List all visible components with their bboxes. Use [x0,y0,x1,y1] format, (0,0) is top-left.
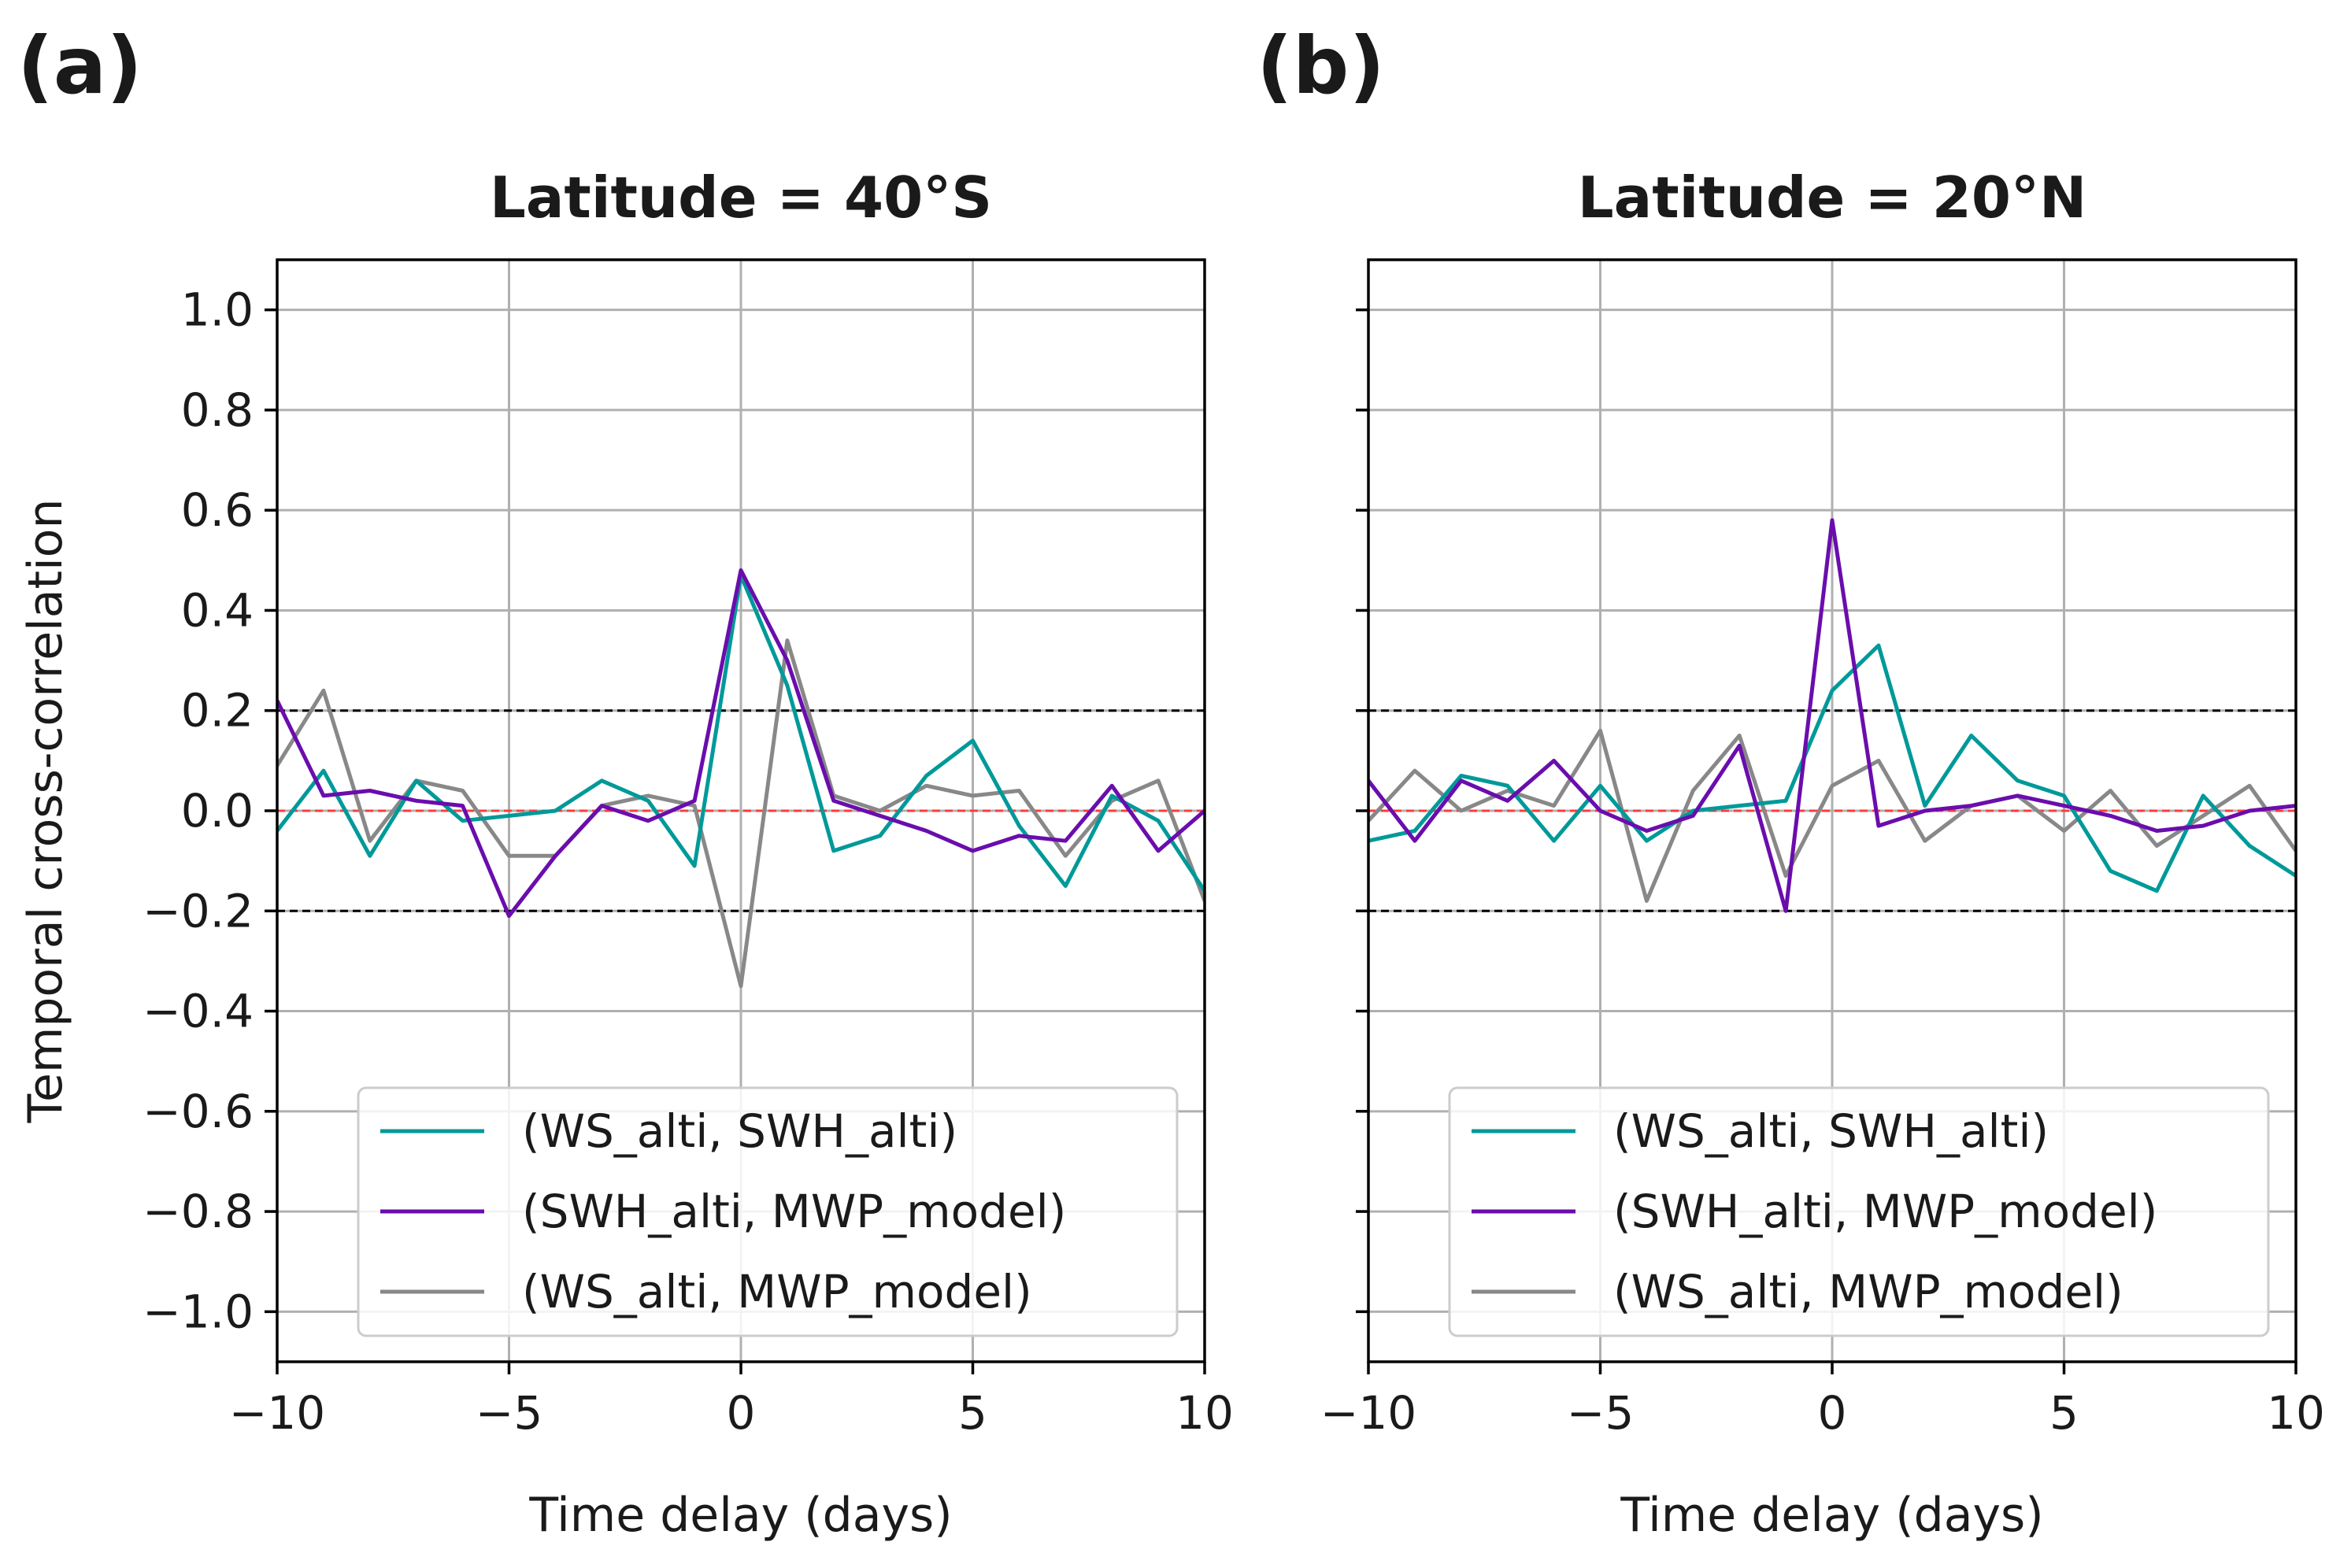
y-axis-label: Temporal cross-correlation [18,499,73,1124]
x-tick-label: 0 [1818,1386,1847,1440]
panel-title: Latitude = 40°S [490,165,992,231]
y-tick-label: −0.2 [143,884,254,937]
x-tick-label: −10 [1320,1386,1416,1440]
legend-box [1448,1086,2270,1337]
series-line-2 [277,638,1205,989]
y-tick-label: −0.8 [143,1185,254,1238]
legend-label: (WS_alti, SWH_alti) [1613,1104,2049,1158]
series-line-0 [1368,643,2296,893]
y-tick-label: −0.4 [143,985,254,1038]
x-tick-label: 5 [958,1386,987,1440]
legend-label: (SWH_alti, MWP_model) [522,1185,1066,1238]
x-axis-label: Time delay (days) [1620,1488,2043,1543]
series-line-1 [1368,518,2296,913]
x-tick-label: −5 [476,1386,543,1440]
panel-label: (a) [17,20,143,112]
series-group [277,568,1205,989]
legend-label: (WS_alti, SWH_alti) [522,1104,957,1158]
panel-a: (a) Latitude = 40°S −10 −5 0 5 10 1.0 0.8 0.6 0.4 0… [17,20,1234,1543]
series-line-1 [277,568,1205,919]
x-tick-label: 0 [727,1386,756,1440]
x-tick-label: −10 [229,1386,325,1440]
y-tick-label: 1.0 [181,283,254,337]
legend-label: (WS_alti, MWP_model) [1613,1265,2123,1318]
legend-label: (WS_alti, MWP_model) [522,1265,1032,1318]
y-tick-label: −1.0 [143,1285,254,1338]
y-tick-label: 0.2 [181,684,254,738]
panel-label: (b) [1257,20,1385,112]
y-tick-label: 0.4 [181,583,254,637]
y-tick-label: −0.6 [143,1085,254,1138]
y-tick-label: 0.6 [181,483,254,537]
panel-b: (b) Latitude = 20°N −10 −5 0 5 10 Time delay (d… [1257,20,2325,1543]
y-tick-label: 0.8 [181,383,254,437]
x-axis-label: Time delay (days) [528,1488,952,1543]
x-tick-label: 10 [2267,1386,2325,1440]
series-group [1368,518,2296,913]
x-tick-label: −5 [1567,1386,1635,1440]
y-tick-label: 0.0 [181,784,254,838]
x-tick-label: 10 [1176,1386,1234,1440]
legend-label: (SWH_alti, MWP_model) [1613,1185,2157,1238]
legend-box [357,1086,1179,1337]
x-tick-label: 5 [2049,1386,2079,1440]
panel-title: Latitude = 20°N [1578,165,2087,231]
